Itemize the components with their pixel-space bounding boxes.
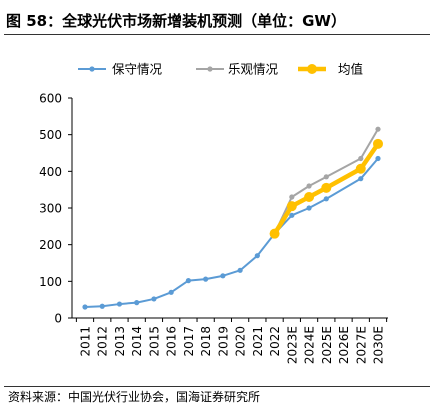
data-point-average — [304, 192, 315, 202]
y-tick-label: 100 — [39, 275, 62, 289]
chart-plot-area — [82, 126, 383, 310]
data-point-average — [321, 182, 332, 193]
data-point-optimistic — [358, 155, 364, 162]
data-point-conservative — [375, 155, 381, 162]
x-tick-label: 2024E — [303, 326, 317, 364]
data-point-conservative — [306, 205, 312, 211]
data-point-optimistic — [306, 183, 312, 189]
x-tick-label: 2027E — [354, 326, 368, 364]
series-conservative — [82, 155, 381, 310]
legend-swatch-marker — [207, 66, 213, 72]
data-point-conservative — [168, 289, 174, 295]
data-point-conservative — [323, 196, 329, 202]
y-tick-label: 0 — [54, 312, 62, 326]
series-average — [269, 138, 383, 239]
source-note: 资料来源：中国光伏行业协会，国海证券研究所 — [8, 390, 261, 404]
legend-swatch-marker — [89, 66, 95, 72]
x-tick-label: 2018 — [199, 326, 213, 357]
x-tick-label: 2026E — [337, 326, 351, 364]
y-tick-label: 200 — [39, 238, 62, 252]
data-point-conservative — [82, 304, 88, 310]
legend-swatch-marker — [307, 64, 317, 74]
data-point-optimistic — [323, 174, 329, 180]
data-point-conservative — [203, 276, 209, 282]
data-point-average — [373, 138, 383, 149]
x-tick-label: 2021 — [251, 326, 265, 357]
legend-label: 乐观情况 — [228, 62, 279, 77]
source-divider — [4, 386, 430, 387]
y-tick-label: 400 — [39, 165, 62, 179]
data-point-average — [355, 163, 366, 174]
x-tick-label: 2017 — [182, 326, 196, 357]
data-point-conservative — [134, 300, 140, 306]
series-line-average — [272, 142, 380, 235]
title-divider — [4, 34, 430, 35]
chart-title: 图 58：全球光伏市场新增装机预测（单位：GW） — [6, 12, 346, 30]
x-tick-label: 2016 — [165, 326, 179, 357]
data-point-conservative — [289, 212, 295, 218]
series-line-conservative — [84, 157, 379, 308]
x-tick-label: 2014 — [130, 326, 144, 357]
data-point-conservative — [99, 303, 105, 309]
x-tick-label: 2025E — [320, 326, 334, 364]
data-point-optimistic — [375, 126, 381, 132]
x-tick-label: 2023E — [285, 326, 299, 364]
data-point-conservative — [237, 267, 243, 273]
x-tick-label: 2022 — [268, 326, 282, 357]
y-tick-label: 500 — [39, 128, 62, 142]
data-point-conservative — [185, 278, 192, 284]
chart-legend: 保守情况 乐观情况 均值 — [78, 62, 363, 77]
x-tick-label: 2012 — [96, 326, 110, 357]
x-tick-label: 2020 — [234, 326, 248, 357]
x-tick-label: 2015 — [147, 326, 161, 357]
data-point-conservative — [116, 301, 123, 307]
x-tick-label: 2019 — [216, 326, 230, 357]
x-tick-label: 2011 — [79, 326, 93, 357]
x-tick-label: 2030E — [372, 326, 386, 364]
data-point-conservative — [220, 273, 226, 279]
legend-label: 保守情况 — [112, 62, 163, 77]
data-point-average — [269, 228, 280, 239]
legend-item-optimistic: 乐观情况 — [196, 62, 279, 77]
x-tick-label: 2013 — [113, 326, 127, 357]
data-point-conservative — [254, 253, 260, 259]
data-point-conservative — [151, 296, 157, 302]
chart-axes: 0 100 200 300 400 500 600 2011 2012 2013 2014 2015 2… — [39, 92, 388, 364]
data-point-average — [286, 201, 297, 212]
legend-item-average: 均值 — [298, 62, 363, 77]
legend-item-conservative: 保守情况 — [78, 62, 163, 77]
data-point-conservative — [358, 176, 364, 182]
y-tick-label: 300 — [39, 202, 62, 216]
legend-label: 均值 — [338, 62, 363, 77]
data-point-optimistic — [289, 194, 295, 200]
y-tick-label: 600 — [39, 92, 62, 106]
